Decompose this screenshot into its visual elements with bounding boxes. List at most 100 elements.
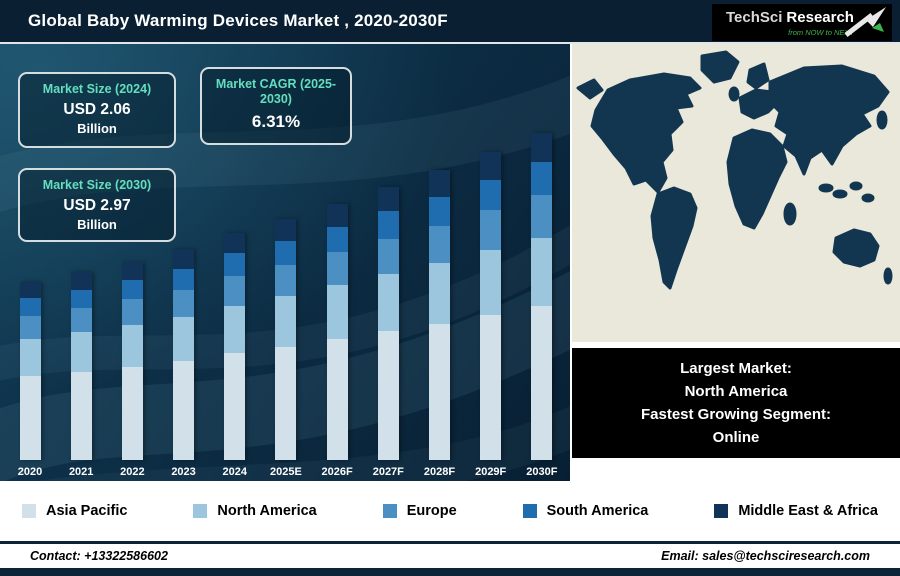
bottom-bar (0, 568, 900, 576)
bar-segment (173, 248, 195, 269)
bar-segment (19, 298, 41, 316)
x-axis-label: 2021 (68, 466, 94, 478)
bar-column: 2028F (420, 169, 460, 479)
bar-segment (480, 152, 502, 180)
stat-label: Market Size (2024) (42, 82, 152, 96)
bar-column: 2027F (368, 187, 408, 479)
legend-item: South America (522, 503, 649, 519)
x-axis-label: 2029F (475, 466, 507, 478)
bar-segment (275, 219, 297, 242)
x-axis-label: 2023 (171, 466, 196, 478)
bar-segment (429, 197, 450, 226)
region-indonesia (832, 189, 848, 199)
bar-segment (70, 372, 92, 460)
bar-segment (173, 289, 195, 317)
bar-segment (531, 306, 553, 460)
bar-segment (224, 306, 246, 354)
bar-column: 2024 (215, 233, 255, 479)
stacked-bar (531, 133, 553, 460)
stacked-bar (224, 233, 246, 460)
region-british-isles (728, 86, 740, 102)
legend-label: Middle East & Africa (738, 503, 878, 519)
bar-segment (19, 339, 41, 377)
x-axis-label: 2024 (222, 466, 247, 478)
bar-segment (531, 237, 553, 306)
bar-segment (121, 324, 143, 367)
logo-text: TechSci Research from NOW to NEXT (726, 9, 854, 37)
region-madagascar (783, 202, 797, 226)
legend-item: Asia Pacific (22, 503, 127, 519)
logo-brand-primary: TechSci (726, 8, 783, 26)
bar-segment (19, 281, 41, 299)
logo-tagline: from NOW to NEXT (788, 27, 854, 37)
continent-south-america (650, 186, 698, 290)
region-new-guinea (861, 193, 875, 203)
bar-segment (429, 169, 450, 198)
stacked-bar (429, 169, 450, 460)
continent-asia (768, 64, 890, 176)
bar-segment (224, 353, 246, 460)
stat-unit: Billion (77, 217, 117, 232)
bar-segment (326, 252, 348, 286)
footer: Contact: +13322586602 Email: sales@techs… (0, 541, 900, 568)
stacked-bar (480, 152, 502, 460)
stacked-bar (19, 281, 41, 460)
bar-segment (377, 238, 399, 275)
legend-swatch (714, 504, 729, 518)
legend-label: Europe (406, 503, 457, 519)
bar-segment (121, 366, 143, 460)
bar-segment (275, 265, 297, 297)
bar-segment (326, 339, 348, 460)
bar-segment (480, 314, 502, 460)
stacked-bar (326, 203, 348, 460)
bar-segment (377, 331, 399, 460)
bar-column: 2025E (266, 219, 306, 479)
bar-segment (531, 133, 553, 162)
legend-item: North America (193, 503, 317, 519)
stacked-bar (121, 262, 143, 460)
bar-column: 2021 (61, 271, 101, 479)
highlight-largest-market-value: North America (684, 383, 788, 400)
bar-segment (377, 187, 399, 212)
contact-email: Email: sales@techsciresearch.com (661, 549, 870, 563)
stacked-bar (173, 248, 195, 460)
legend-label: North America (217, 503, 317, 519)
market-highlight-box: Largest Market: North America Fastest Gr… (572, 348, 900, 458)
stacked-bar (275, 219, 297, 460)
highlight-largest-market-label: Largest Market: (680, 360, 792, 377)
legend-swatch (522, 504, 537, 518)
stat-unit: Billion (77, 121, 117, 136)
x-axis-label: 2022 (120, 466, 145, 478)
bar-segment (70, 289, 92, 309)
bar-segment (480, 249, 502, 315)
x-axis-label: 2027F (372, 466, 404, 478)
bar-segment (326, 226, 348, 253)
bar-segment (121, 262, 143, 280)
region-new-zealand (883, 267, 893, 285)
bar-segment (531, 194, 553, 238)
x-axis-label: 2030F (526, 466, 558, 478)
bar-segment (480, 179, 502, 211)
x-axis-label: 2020 (17, 466, 43, 478)
highlight-fastest-segment-label: Fastest Growing Segment: (640, 406, 832, 423)
bar-segment (173, 317, 195, 361)
bar-column: 2030F (522, 133, 562, 479)
legend-item: Middle East & Africa (714, 503, 878, 519)
legend-swatch (193, 504, 208, 518)
legend-label: South America (546, 503, 649, 519)
stat-label: Market CAGR (2025-2030) (215, 77, 337, 106)
bar-segment (275, 346, 297, 460)
bar-segment (275, 296, 297, 347)
bar-segment (480, 210, 502, 250)
region-philippines (849, 181, 863, 191)
x-axis-label: 2026F (321, 466, 353, 478)
logo-brand-line: TechSci Research (726, 9, 854, 27)
legend-label: Asia Pacific (46, 503, 128, 519)
stacked-bar (70, 271, 92, 460)
bar-column: 2022 (112, 262, 152, 479)
region-alaska (576, 78, 604, 100)
stat-market-size-2024: Market Size (2024) USD 2.06 Billion (18, 72, 176, 148)
bar-column: 2020 (10, 281, 50, 479)
bar-segment (19, 315, 41, 340)
stat-value: 6.31% (251, 112, 301, 131)
